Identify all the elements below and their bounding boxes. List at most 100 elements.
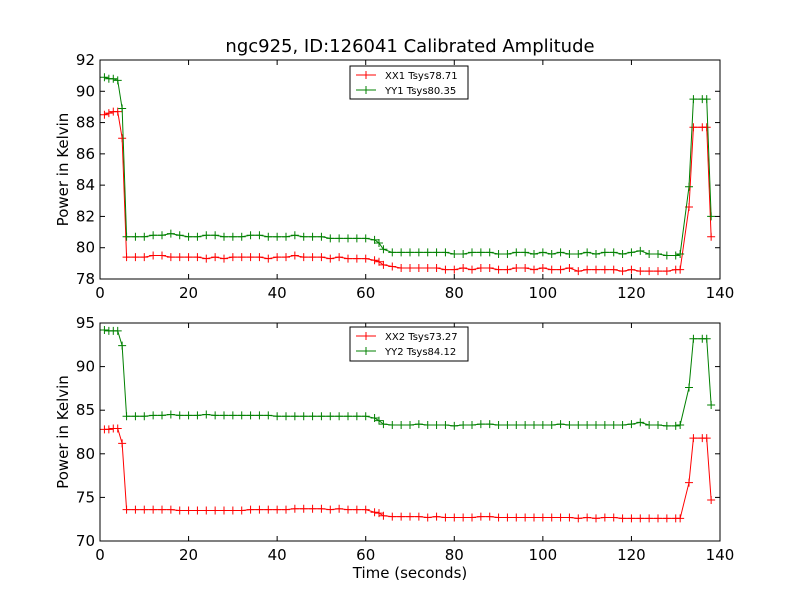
- data-point: [104, 425, 113, 434]
- legend-label: YY2 Tsys84.12: [384, 347, 456, 358]
- data-point: [237, 411, 246, 420]
- data-point: [184, 506, 193, 515]
- data-point: [521, 248, 530, 257]
- data-point: [645, 267, 654, 276]
- data-point: [432, 421, 441, 430]
- data-point: [282, 253, 290, 262]
- data-point: [547, 249, 556, 258]
- legend-box: [349, 65, 469, 100]
- data-point: [432, 264, 441, 273]
- data-point: [450, 249, 459, 258]
- data-point: [627, 265, 636, 274]
- data-point: [450, 265, 459, 274]
- data-point: [547, 513, 556, 522]
- data-point: [671, 251, 680, 260]
- data-point: [175, 411, 184, 420]
- data-point: [530, 513, 538, 522]
- data-point: [423, 264, 432, 273]
- data-point: [574, 249, 583, 258]
- data-point: [600, 248, 609, 257]
- data-point: [375, 257, 383, 266]
- data-point: [228, 232, 237, 241]
- plot-frame: [99, 322, 721, 542]
- data-point: [370, 256, 379, 265]
- data-point: [441, 421, 450, 430]
- data-point: [211, 411, 220, 420]
- data-point: [361, 234, 370, 243]
- data-point: [317, 232, 326, 241]
- data-point: [344, 412, 352, 421]
- data-point: [423, 421, 432, 430]
- data-point: [459, 264, 468, 273]
- data-point: [273, 253, 282, 262]
- data-point: [352, 234, 361, 243]
- data-point: [494, 265, 503, 274]
- data-point: [290, 251, 299, 260]
- x-tick-label: 140: [706, 284, 735, 302]
- data-point: [662, 267, 671, 276]
- data-point: [290, 504, 299, 513]
- data-point: [441, 265, 450, 274]
- data-point: [264, 232, 273, 241]
- data-point: [237, 253, 246, 262]
- y-tick-label: 78: [76, 270, 95, 288]
- data-point: [521, 513, 530, 522]
- data-point: [654, 421, 662, 430]
- data-point: [388, 248, 397, 257]
- data-point: [521, 421, 530, 430]
- data-point: [118, 341, 127, 350]
- data-point: [512, 248, 521, 257]
- y-axis-label: Power in Kelvin: [54, 113, 72, 227]
- data-point: [379, 245, 388, 254]
- x-tick-label: 40: [268, 546, 287, 564]
- data-point: [702, 334, 711, 343]
- data-point: [530, 421, 538, 430]
- data-point: [468, 421, 476, 430]
- data-point: [264, 254, 273, 263]
- data-point: [645, 249, 654, 258]
- data-point: [494, 249, 503, 258]
- data-point: [140, 412, 149, 421]
- data-point: [636, 418, 645, 427]
- legend: XX1 Tsys78.71 YY1 Tsys80.35: [349, 65, 469, 100]
- data-point: [211, 231, 220, 240]
- data-point: [255, 231, 264, 240]
- data-point: [344, 234, 352, 243]
- data-point: [122, 412, 131, 421]
- data-point: [113, 326, 122, 335]
- y-tick-label: 88: [76, 114, 95, 132]
- data-point: [335, 253, 344, 262]
- data-point: [662, 251, 671, 260]
- data-point: [375, 239, 383, 248]
- data-point: [583, 265, 592, 274]
- data-point: [149, 231, 158, 240]
- y-tick-label: 95: [76, 314, 95, 332]
- data-point: [592, 265, 600, 274]
- data-point: [308, 504, 317, 513]
- data-point: [414, 264, 423, 273]
- data-point: [246, 231, 255, 240]
- data-point: [685, 478, 693, 487]
- data-point: [707, 232, 716, 241]
- data-point: [618, 514, 627, 523]
- data-point: [600, 421, 609, 430]
- data-point: [397, 264, 406, 273]
- data-point: [118, 439, 127, 448]
- data-point: [459, 421, 468, 430]
- data-point: [609, 265, 618, 274]
- x-tick-label: 20: [179, 284, 198, 302]
- data-point: [220, 506, 228, 515]
- data-point: [414, 420, 423, 429]
- data-point: [149, 251, 158, 260]
- data-point: [361, 505, 370, 514]
- bottom-panel: 0 20 40 60 80 100 120 140 70 75 80 85 90 95 Power in K…: [54, 314, 734, 582]
- data-point: [702, 95, 711, 104]
- data-point: [264, 411, 273, 420]
- data-point: [689, 434, 698, 443]
- data-point: [175, 506, 184, 515]
- legend-box: [349, 326, 469, 362]
- data-point: [702, 434, 711, 443]
- x-tick-label: 60: [356, 546, 375, 564]
- data-point: [131, 505, 140, 514]
- data-point: [476, 420, 485, 429]
